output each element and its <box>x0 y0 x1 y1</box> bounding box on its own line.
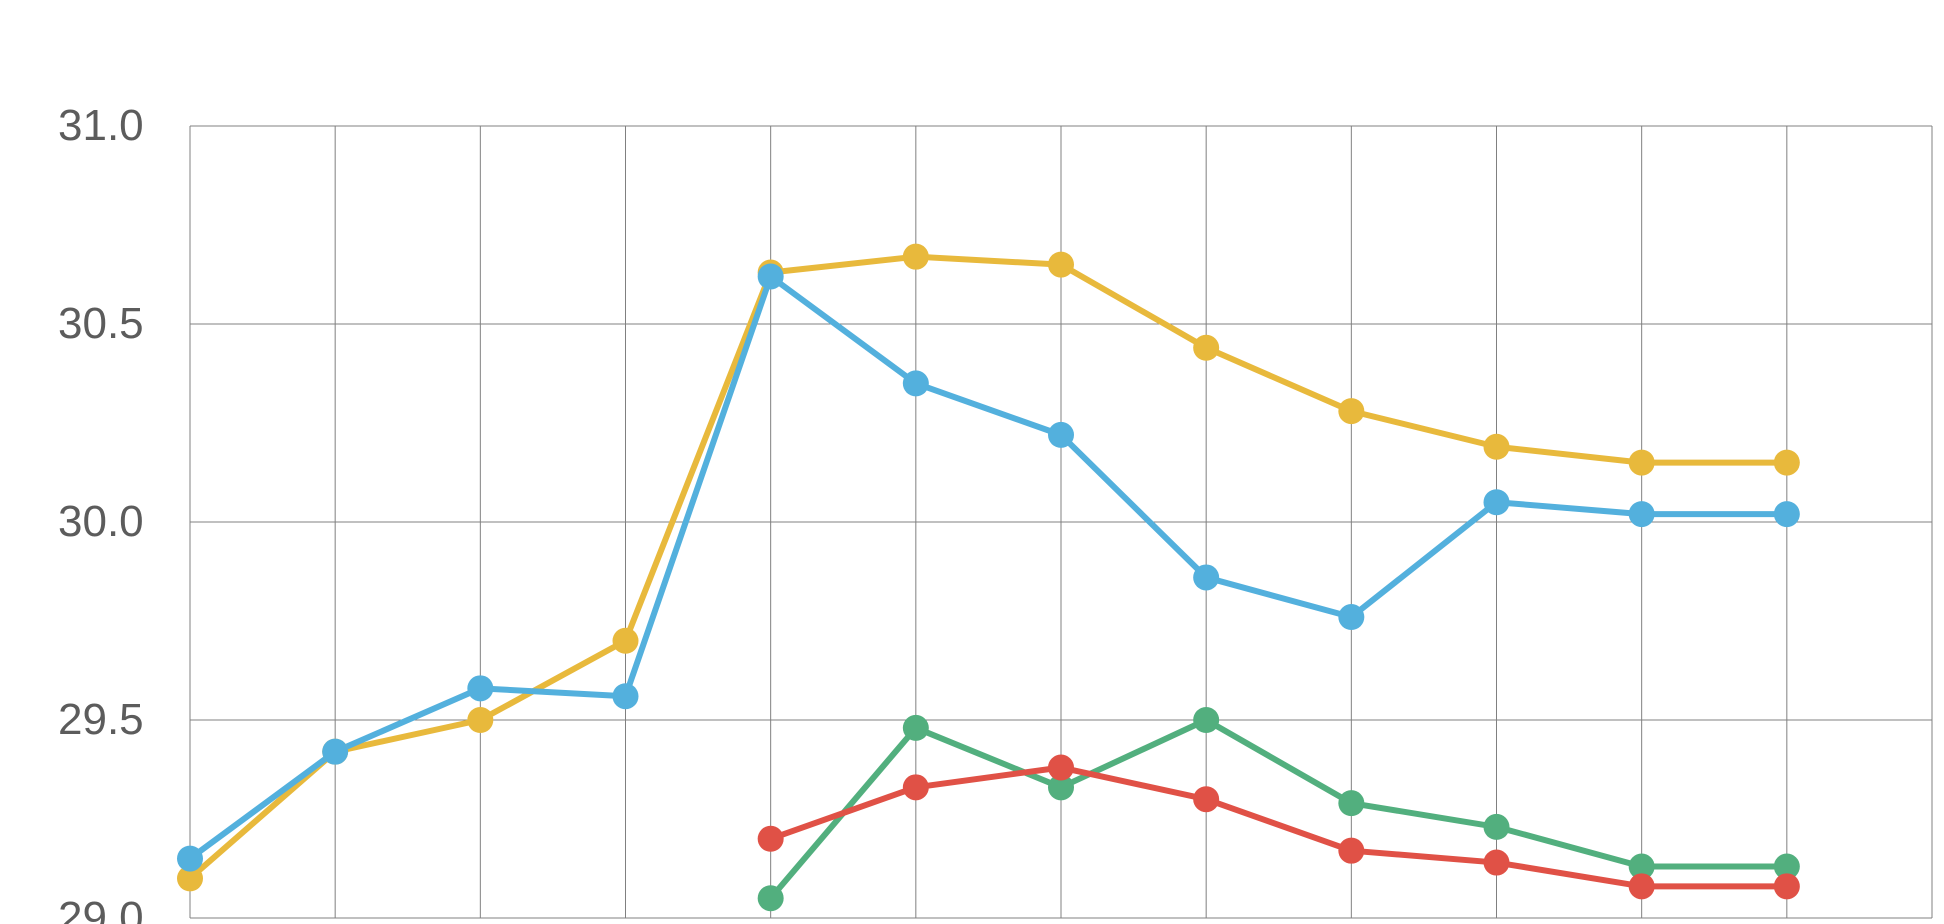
y-tick-label: 29.5 <box>58 695 1944 745</box>
y-tick-label: 29.0 <box>58 893 1944 924</box>
y-tick-label: 30.0 <box>58 497 1944 547</box>
y-tick-label: 31.0 <box>58 101 1944 151</box>
line-chart: 29.0 29.5 30.0 30.5 31.0 <box>0 0 1944 924</box>
y-tick-label: 30.5 <box>58 299 1944 349</box>
